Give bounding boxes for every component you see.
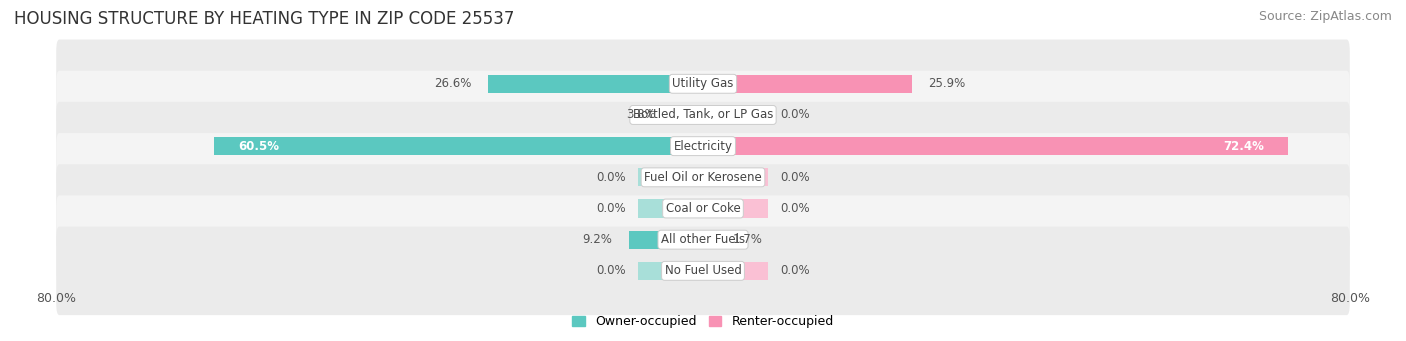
FancyBboxPatch shape — [56, 195, 1350, 284]
FancyBboxPatch shape — [56, 71, 1350, 159]
Text: 0.0%: 0.0% — [596, 264, 626, 277]
Bar — [638, 262, 703, 280]
Text: 25.9%: 25.9% — [928, 77, 966, 90]
Text: 0.0%: 0.0% — [780, 171, 810, 184]
Legend: Owner-occupied, Renter-occupied: Owner-occupied, Renter-occupied — [572, 315, 834, 328]
FancyBboxPatch shape — [56, 226, 1350, 315]
Bar — [703, 199, 768, 218]
Text: 0.0%: 0.0% — [780, 108, 810, 121]
Text: HOUSING STRUCTURE BY HEATING TYPE IN ZIP CODE 25537: HOUSING STRUCTURE BY HEATING TYPE IN ZIP… — [14, 10, 515, 28]
Text: Electricity: Electricity — [673, 140, 733, 153]
Text: 0.0%: 0.0% — [780, 264, 810, 277]
Bar — [703, 75, 912, 93]
Bar — [628, 231, 703, 249]
Text: 0.0%: 0.0% — [596, 171, 626, 184]
Text: 72.4%: 72.4% — [1223, 140, 1264, 153]
Bar — [214, 137, 703, 155]
Text: No Fuel Used: No Fuel Used — [665, 264, 741, 277]
FancyBboxPatch shape — [56, 164, 1350, 253]
Text: Bottled, Tank, or LP Gas: Bottled, Tank, or LP Gas — [633, 108, 773, 121]
Text: Coal or Coke: Coal or Coke — [665, 202, 741, 215]
Bar — [488, 75, 703, 93]
Bar — [703, 106, 768, 124]
Text: Source: ZipAtlas.com: Source: ZipAtlas.com — [1258, 10, 1392, 23]
Bar — [703, 137, 1288, 155]
FancyBboxPatch shape — [56, 133, 1350, 222]
Bar — [703, 262, 768, 280]
FancyBboxPatch shape — [56, 102, 1350, 190]
Text: Fuel Oil or Kerosene: Fuel Oil or Kerosene — [644, 171, 762, 184]
Text: 1.7%: 1.7% — [733, 233, 763, 246]
Bar — [638, 168, 703, 187]
Text: 26.6%: 26.6% — [434, 77, 472, 90]
Text: All other Fuels: All other Fuels — [661, 233, 745, 246]
Text: Utility Gas: Utility Gas — [672, 77, 734, 90]
FancyBboxPatch shape — [56, 40, 1350, 128]
Text: 9.2%: 9.2% — [582, 233, 613, 246]
Bar — [638, 199, 703, 218]
Text: 0.0%: 0.0% — [596, 202, 626, 215]
Text: 3.8%: 3.8% — [627, 108, 657, 121]
Text: 60.5%: 60.5% — [238, 140, 280, 153]
Bar — [703, 168, 768, 187]
Text: 0.0%: 0.0% — [780, 202, 810, 215]
Bar — [703, 231, 717, 249]
Bar — [672, 106, 703, 124]
